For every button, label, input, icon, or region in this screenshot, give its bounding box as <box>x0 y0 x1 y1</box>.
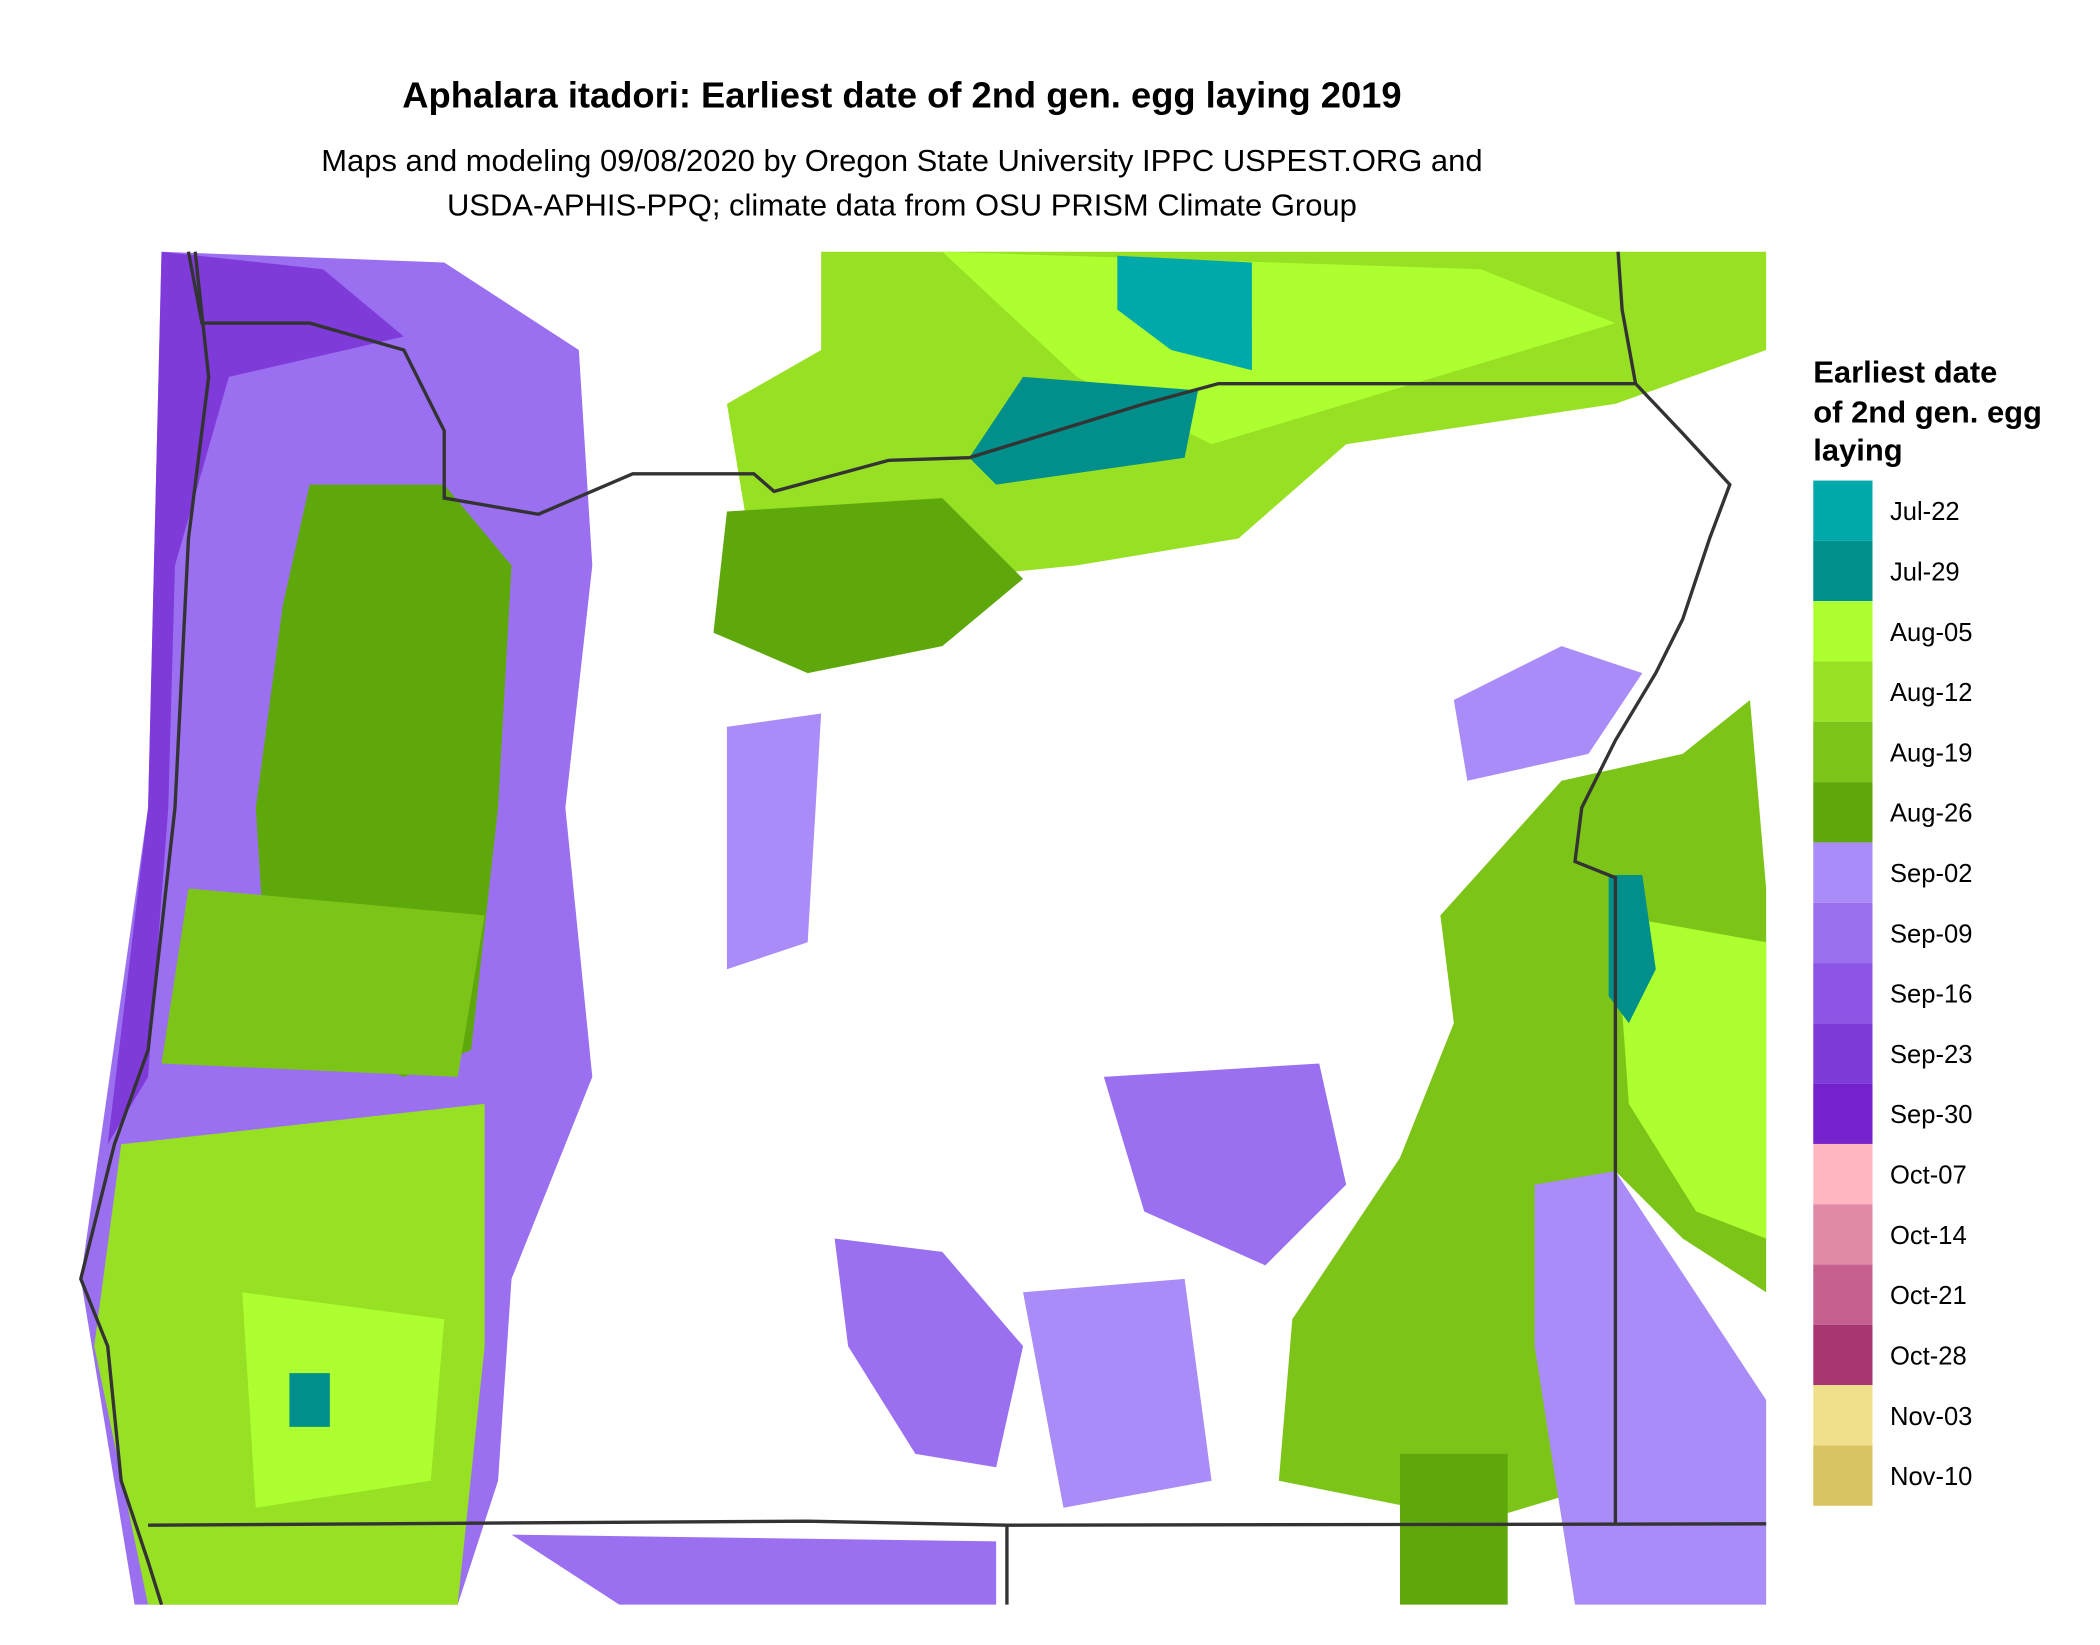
legend-label: Jul-29 <box>1890 558 1960 586</box>
legend-label: Aug-26 <box>1890 800 1972 828</box>
legend-swatch <box>1813 1083 1873 1144</box>
legend-label: Sep-16 <box>1890 981 1972 1009</box>
coast <box>79 251 211 1606</box>
subtitle: USDA-APHIS-PPQ; climate data from OSU PR… <box>447 187 1357 222</box>
region <box>242 1292 445 1508</box>
legend-title: of 2nd gen. egg <box>1813 395 2042 430</box>
legend-swatch <box>1813 1324 1873 1386</box>
region <box>1400 1453 1508 1605</box>
legend-swatch <box>1813 1204 1873 1265</box>
legend-title: Earliest date <box>1813 354 1997 389</box>
legend-label: Oct-28 <box>1890 1342 1967 1370</box>
region <box>834 1238 1024 1468</box>
border <box>1616 251 1638 384</box>
border <box>186 251 1732 1524</box>
region <box>1608 875 1656 1024</box>
legend-swatch <box>1813 721 1873 783</box>
region <box>289 1373 330 1427</box>
legend-swatch <box>1813 1445 1873 1506</box>
legend-swatch <box>1813 842 1873 903</box>
legend-swatch <box>1813 1385 1873 1446</box>
region <box>107 251 404 1145</box>
legend-label: Oct-14 <box>1890 1222 1967 1250</box>
legend: Earliest date of 2nd gen. egg laying Jul… <box>1813 354 2042 1506</box>
legend-label: Sep-02 <box>1890 860 1972 888</box>
border <box>148 1519 1767 1605</box>
legend-label: Aug-12 <box>1890 679 1972 707</box>
legend-swatch <box>1813 661 1873 722</box>
legend-swatch <box>1813 963 1873 1024</box>
legend-label: Oct-21 <box>1890 1282 1967 1310</box>
region <box>1534 1171 1767 1605</box>
legend-swatch <box>1813 480 1873 541</box>
region <box>726 713 822 970</box>
region <box>942 251 1616 445</box>
region <box>713 498 1024 674</box>
region <box>1615 915 1767 1239</box>
legend-label: Sep-09 <box>1890 920 1972 948</box>
legend-swatch <box>1813 540 1873 602</box>
legend-swatch <box>1813 1143 1873 1205</box>
map <box>79 251 1767 1606</box>
title: Aphalara itadori: Earliest date of 2nd g… <box>402 75 1401 116</box>
legend-label: Aug-19 <box>1890 739 1972 767</box>
legend-label: Oct-07 <box>1890 1162 1967 1190</box>
legend-swatch <box>1813 1023 1873 1084</box>
legend-swatch <box>1813 601 1873 662</box>
legend-label: Jul-22 <box>1890 498 1960 526</box>
legend-label: Aug-05 <box>1890 619 1972 647</box>
legend-title: laying <box>1813 432 1902 467</box>
legend-swatch <box>1813 782 1873 843</box>
region <box>1023 1278 1212 1508</box>
legend-label: Nov-03 <box>1890 1403 1972 1431</box>
legend-swatch <box>1813 1264 1873 1325</box>
region <box>1117 255 1252 371</box>
region <box>1103 1063 1347 1266</box>
legend-swatch <box>1813 902 1873 964</box>
legend-label: Sep-23 <box>1890 1041 1972 1069</box>
subtitle: Maps and modeling 09/08/2020 by Oregon S… <box>321 143 1482 178</box>
legend-label: Nov-10 <box>1890 1463 1972 1491</box>
region <box>161 888 485 1077</box>
region <box>1453 646 1643 781</box>
legend-label: Sep-30 <box>1890 1101 1972 1129</box>
region <box>511 1534 997 1605</box>
